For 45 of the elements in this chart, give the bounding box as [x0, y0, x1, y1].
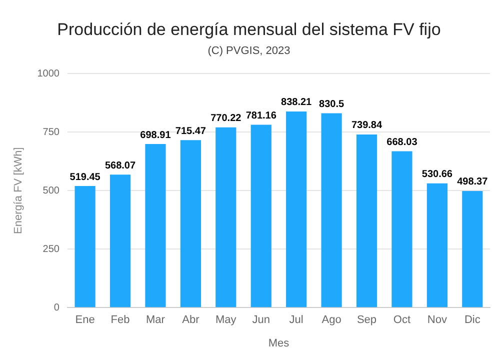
chart-subtitle: (C) PVGIS, 2023 [208, 45, 290, 58]
x-tick-label: Sep [356, 314, 377, 326]
bar [110, 174, 131, 308]
bar [321, 113, 342, 308]
x-tick-label: May [216, 314, 237, 326]
bar [145, 144, 166, 308]
x-tick-label: Oct [393, 314, 411, 326]
y-tick-label: 0 [54, 302, 60, 314]
y-tick-label: 750 [42, 126, 60, 138]
x-tick-label: Ago [322, 314, 342, 326]
x-tick-label: Feb [110, 314, 130, 326]
bar [426, 183, 448, 308]
x-axis-title: Mes [268, 337, 290, 350]
bar [74, 186, 96, 308]
bar [356, 134, 378, 308]
data-label: 830.5 [319, 99, 344, 110]
bar [250, 124, 272, 308]
bar [462, 190, 483, 308]
data-label: 781.16 [246, 110, 277, 122]
x-tick-label: Jun [252, 314, 270, 326]
x-tick-label: Jul [289, 314, 304, 326]
data-label: 770.22 [210, 113, 242, 124]
x-tick-label: Ene [75, 314, 95, 326]
x-tick-label: Mar [146, 314, 166, 326]
bar [286, 111, 307, 308]
y-axis-title: Energía FV [kWh] [12, 147, 25, 234]
data-label: 530.66 [422, 169, 453, 180]
y-tick-label: 250 [42, 244, 60, 255]
data-label: 498.37 [457, 176, 488, 188]
bar [392, 151, 412, 308]
data-label: 838.21 [281, 97, 312, 108]
bar [216, 127, 236, 308]
x-tick-label: Abr [182, 314, 200, 326]
data-label: 519.45 [70, 172, 101, 183]
chart-title: Producción de energía mensual del sistema FV fijo [57, 20, 441, 39]
data-label: 739.84 [351, 120, 382, 132]
y-tick-label: 500 [42, 185, 60, 196]
x-tick-label: Nov [427, 314, 448, 326]
bar [180, 140, 201, 308]
data-label: 568.07 [104, 160, 136, 172]
data-label: 698.91 [140, 130, 172, 141]
x-tick-label: Dic [464, 314, 481, 326]
data-label: 715.47 [175, 126, 206, 137]
y-tick-label: 1000 [37, 68, 60, 80]
data-label: 668.03 [386, 137, 418, 148]
